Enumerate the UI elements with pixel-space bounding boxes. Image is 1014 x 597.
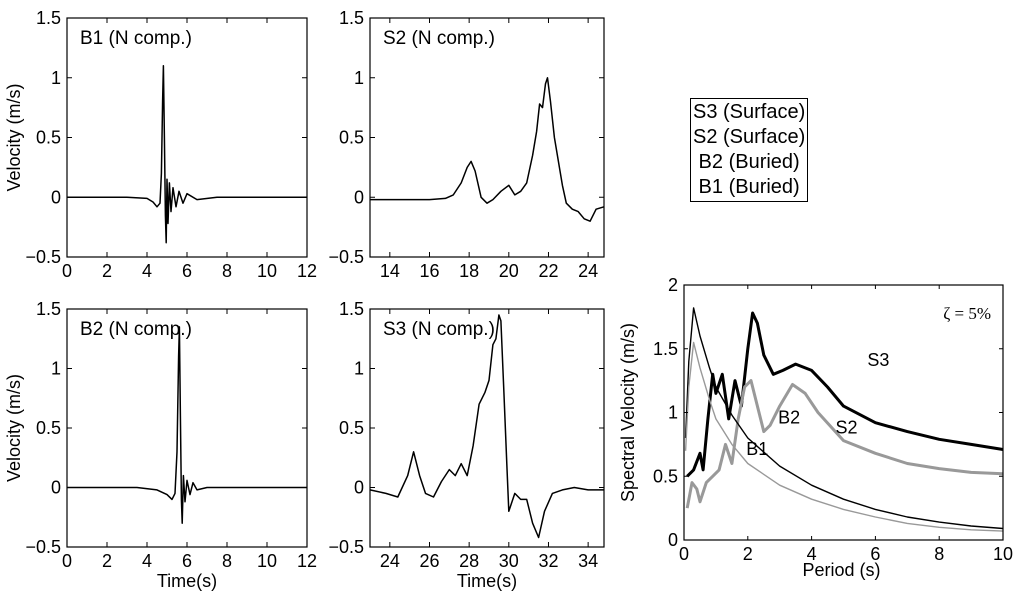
plot-frame-1 [66, 17, 308, 258]
x-tick-label: 2 [102, 551, 112, 571]
x-tick-label: 6 [182, 551, 192, 571]
y-tick-label: 0 [668, 530, 678, 550]
x-tick-label: 10 [257, 261, 277, 281]
legend-entry-b1: B1 (Buried) [698, 176, 800, 198]
series-label-s2: S2 [836, 417, 858, 437]
y-tick-label: 1 [354, 68, 364, 88]
x-tick-label: 16 [419, 261, 439, 281]
y-tick-label: 2 [668, 275, 678, 295]
damping-annotation: ζ = 5% [943, 304, 991, 323]
x-tick-label: 8 [934, 544, 944, 564]
series-line-3 [369, 314, 604, 539]
legend: S3 (Surface) S2 (Surface) B2 (Buried) B1… [690, 98, 809, 202]
y-tick-label: 1.5 [339, 299, 364, 319]
x-tick-label: 24 [380, 551, 400, 571]
y-tick-label: 1.5 [339, 8, 364, 28]
series-label-b2: B2 [778, 407, 800, 427]
x-tick-label: 12 [297, 261, 317, 281]
x-tick-label: 20 [499, 261, 519, 281]
series-line-2 [67, 326, 307, 524]
y-tick-label: 1.5 [36, 299, 61, 319]
x-tick-label: 28 [459, 551, 479, 571]
x-tick-label: 4 [142, 551, 152, 571]
y-tick-label: −0.5 [25, 537, 61, 557]
y-tick-label: 1 [668, 403, 678, 423]
x-tick-label: 2 [102, 261, 112, 281]
legend-entry-s3: S3 (Surface) [693, 101, 806, 123]
x-tick-label: 0 [62, 261, 72, 281]
x-tick-label: 0 [62, 551, 72, 571]
x-tick-label: 18 [459, 261, 479, 281]
panel-label: S2 (N comp.) [383, 28, 495, 49]
panel-label: S3 (N comp.) [383, 319, 495, 340]
y-tick-label: 0.5 [36, 128, 61, 148]
series-line-b1 [684, 341, 1004, 532]
x-tick-label: 12 [297, 551, 317, 571]
plot-frame-4 [369, 308, 605, 548]
x-tick-label: 14 [380, 261, 400, 281]
panel-label: B1 (N comp.) [80, 28, 192, 49]
x-tick-label: 26 [419, 551, 439, 571]
y-tick-label: 1 [354, 359, 364, 379]
legend-entry-s2: S2 (Surface) [693, 126, 806, 148]
y-tick-label: 0 [354, 187, 364, 207]
y-tick-label: 0 [354, 478, 364, 498]
y-tick-label: −0.5 [328, 247, 364, 267]
x-axis-label: Time(s) [457, 571, 517, 591]
plot-frame-5 [683, 284, 1004, 541]
x-tick-label: 10 [257, 551, 277, 571]
series-label-s3: S3 [867, 350, 889, 370]
plot-frame-2 [369, 17, 605, 258]
series-line-b2 [684, 307, 1004, 530]
legend-entry-b2: B2 (Buried) [698, 151, 800, 173]
y-axis-label: Velocity (m/s) [4, 374, 24, 482]
y-tick-label: 0.5 [339, 418, 364, 438]
x-tick-label: 4 [142, 261, 152, 281]
y-tick-label: 1.5 [36, 8, 61, 28]
x-tick-label: 30 [499, 551, 519, 571]
y-tick-label: 0.5 [339, 128, 364, 148]
x-tick-label: 32 [538, 551, 558, 571]
x-tick-label: 0 [679, 544, 689, 564]
x-tick-label: 24 [578, 261, 598, 281]
panel-label: B2 (N comp.) [80, 319, 192, 340]
y-tick-label: 0 [51, 478, 61, 498]
x-tick-label: 4 [807, 544, 817, 564]
series-line-s2 [685, 379, 1004, 509]
series-line-1 [370, 77, 605, 222]
y-tick-label: 0 [51, 187, 61, 207]
series-label-b1: B1 [746, 439, 768, 459]
x-tick-label: 8 [222, 261, 232, 281]
y-tick-label: −0.5 [328, 537, 364, 557]
y-axis-label: Spectral Velocity (m/s) [618, 323, 638, 502]
x-tick-label: 34 [578, 551, 598, 571]
x-axis-label: Period (s) [802, 560, 880, 580]
x-tick-label: 6 [182, 261, 192, 281]
x-tick-label: 22 [538, 261, 558, 281]
y-tick-label: 1 [51, 359, 61, 379]
x-tick-label: 6 [870, 544, 880, 564]
x-tick-label: 8 [222, 551, 232, 571]
series-line-s3 [686, 311, 1004, 478]
y-tick-label: 1.5 [653, 339, 678, 359]
plot-frame-3 [66, 308, 308, 548]
x-tick-label: 10 [993, 544, 1013, 564]
y-tick-label: 0.5 [653, 466, 678, 486]
x-tick-label: 2 [743, 544, 753, 564]
series-line-0 [67, 65, 307, 244]
y-tick-label: −0.5 [25, 247, 61, 267]
y-tick-label: 1 [51, 68, 61, 88]
x-axis-label: Time(s) [157, 571, 217, 591]
y-axis-label: Velocity (m/s) [4, 83, 24, 191]
y-tick-label: 0.5 [36, 418, 61, 438]
